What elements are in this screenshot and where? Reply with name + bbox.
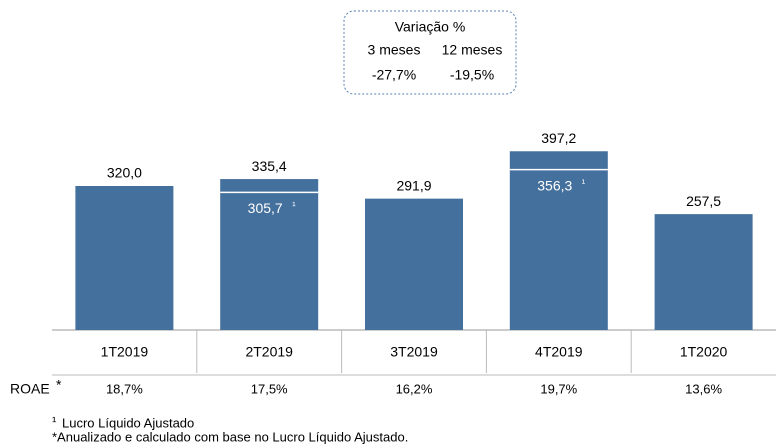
x-tick-label: 1T2019 <box>101 344 149 360</box>
roae-value: 18,7% <box>106 381 143 396</box>
value-label: 335,4 <box>252 158 287 174</box>
roae-label: ROAE <box>10 381 50 397</box>
value-label: 320,0 <box>107 165 142 181</box>
roae-value: 13,6% <box>685 381 722 396</box>
adjusted-label: 356,3 <box>537 177 572 193</box>
bar <box>365 198 463 330</box>
bar <box>654 214 753 330</box>
footnote: *Anualizado e calculado com base no Lucr… <box>52 429 408 444</box>
x-tick-label: 4T2019 <box>535 344 583 360</box>
roae-value: 16,2% <box>396 381 433 396</box>
variation-value: -19,5% <box>450 67 494 83</box>
variation-header: 3 meses <box>368 42 421 58</box>
bar <box>75 186 174 330</box>
footnote: Lucro Líquido Ajustado <box>62 415 194 430</box>
value-label: 257,5 <box>686 193 721 209</box>
value-label: 397,2 <box>541 130 576 146</box>
roae-value: 19,7% <box>540 381 577 396</box>
variation-title: Variação % <box>395 19 466 35</box>
variation-box <box>343 10 517 95</box>
adjusted-marker: ¹ <box>292 201 296 212</box>
adjusted-marker: ¹ <box>582 178 586 189</box>
bar <box>509 151 608 330</box>
variation-value: -27,7% <box>372 67 416 83</box>
x-tick-label: 3T2019 <box>390 344 438 360</box>
x-tick-label: 1T2020 <box>680 344 728 360</box>
variation-header: 12 meses <box>442 42 503 58</box>
roae-marker: * <box>56 377 62 393</box>
adjusted-label: 305,7 <box>248 200 283 216</box>
bar <box>220 179 319 330</box>
footnote-marker: ¹ <box>52 413 57 428</box>
roae-value: 17,5% <box>251 381 288 396</box>
value-label: 291,9 <box>396 177 431 193</box>
x-tick-label: 2T2019 <box>245 344 293 360</box>
